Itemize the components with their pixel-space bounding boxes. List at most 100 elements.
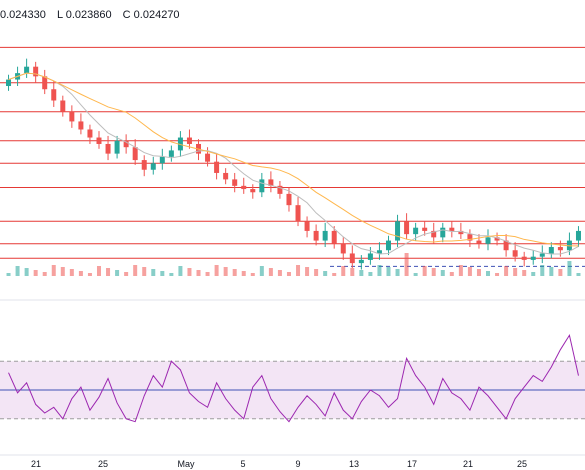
candle-body-38 bbox=[349, 253, 355, 264]
volume-bar-10 bbox=[96, 266, 101, 276]
volume-bar-17 bbox=[160, 271, 165, 276]
volume-bar-38 bbox=[350, 268, 355, 276]
time-axis: 21 25 May 5 9 13 17 21 25 bbox=[31, 459, 527, 469]
candle-body-37 bbox=[340, 243, 346, 254]
volume-bar-18 bbox=[169, 273, 174, 276]
volume-bar-62 bbox=[567, 261, 572, 276]
volume-bar-20 bbox=[187, 268, 192, 276]
volume-bar-59 bbox=[540, 265, 545, 276]
volume-bar-27 bbox=[250, 273, 255, 276]
candle-body-5 bbox=[51, 89, 57, 101]
volume-bar-16 bbox=[151, 269, 156, 276]
volume-bar-2 bbox=[24, 268, 29, 276]
candle-body-54 bbox=[494, 237, 500, 241]
candle-body-46 bbox=[422, 227, 428, 231]
volume-bar-45 bbox=[413, 273, 418, 276]
volume-bar-9 bbox=[87, 273, 92, 276]
volume-bar-57 bbox=[522, 270, 527, 276]
volume-bar-3 bbox=[33, 270, 38, 276]
x-tick-4: 9 bbox=[295, 459, 300, 469]
candle-body-57 bbox=[521, 256, 527, 260]
volume-bar-22 bbox=[205, 272, 210, 276]
volume-bar-35 bbox=[323, 271, 328, 276]
candle-body-22 bbox=[205, 153, 211, 162]
volume-bar-19 bbox=[178, 266, 183, 276]
volume-bar-39 bbox=[359, 270, 364, 276]
candle-body-63 bbox=[575, 230, 581, 241]
candle-body-52 bbox=[476, 240, 482, 244]
rsi-line bbox=[8, 333, 579, 423]
candle-body-41 bbox=[376, 250, 382, 254]
volume-bar-25 bbox=[232, 269, 237, 276]
volume-bar-23 bbox=[214, 265, 219, 276]
volume-bar-33 bbox=[305, 267, 310, 276]
candle-body-47 bbox=[431, 230, 437, 238]
candle-body-16 bbox=[150, 163, 156, 170]
volume-bar-58 bbox=[531, 272, 536, 276]
volume-bar-54 bbox=[495, 273, 500, 276]
volume-bar-44 bbox=[404, 253, 409, 276]
candle-body-42 bbox=[385, 240, 391, 251]
candle-body-26 bbox=[241, 185, 247, 190]
candle-body-6 bbox=[60, 100, 66, 112]
volume-bar-24 bbox=[223, 267, 228, 276]
volume-bar-29 bbox=[268, 268, 273, 276]
ohlc-low: L 0.023860 bbox=[56, 9, 112, 21]
candle-body-35 bbox=[322, 230, 328, 241]
volume-bar-12 bbox=[115, 270, 120, 276]
x-tick-5: 13 bbox=[349, 459, 359, 469]
volume-bar-1 bbox=[15, 266, 20, 276]
candle-body-20 bbox=[186, 137, 192, 144]
candle-body-45 bbox=[413, 227, 419, 235]
candle-body-50 bbox=[458, 230, 464, 235]
candle-body-53 bbox=[485, 237, 491, 244]
candle-body-32 bbox=[295, 205, 301, 222]
volume-bar-28 bbox=[259, 266, 264, 276]
volume-bar-41 bbox=[377, 265, 382, 276]
candle-body-56 bbox=[512, 250, 518, 257]
candle-body-11 bbox=[105, 143, 111, 154]
x-tick-2: May bbox=[177, 459, 195, 469]
volume-bar-56 bbox=[513, 268, 518, 276]
volume-bar-11 bbox=[106, 268, 111, 276]
volume-bar-46 bbox=[422, 266, 427, 276]
volume-bar-60 bbox=[549, 267, 554, 276]
volume-bar-47 bbox=[431, 268, 436, 276]
candle-body-19 bbox=[177, 137, 183, 151]
candle-body-18 bbox=[168, 150, 174, 157]
volume-bar-53 bbox=[486, 271, 491, 276]
volume-bar-31 bbox=[286, 272, 291, 276]
ma-fast-line bbox=[8, 72, 579, 255]
volume-bar-49 bbox=[449, 272, 454, 276]
candle-body-24 bbox=[223, 172, 229, 180]
candle-body-8 bbox=[78, 121, 84, 130]
candle-body-9 bbox=[87, 129, 93, 138]
candle-body-17 bbox=[159, 156, 165, 164]
volume-bar-15 bbox=[142, 267, 147, 276]
candle-body-2 bbox=[24, 66, 30, 74]
price-pane bbox=[0, 46, 585, 276]
volume-bar-52 bbox=[476, 269, 481, 276]
candle-body-60 bbox=[548, 247, 554, 254]
volume-bar-34 bbox=[314, 269, 319, 276]
volume-bar-36 bbox=[332, 273, 337, 276]
candle-body-55 bbox=[503, 240, 509, 251]
ohlc-open: 0.024330 bbox=[0, 9, 46, 21]
volume-bar-30 bbox=[277, 270, 282, 276]
x-tick-7: 21 bbox=[463, 459, 473, 469]
volume-bar-32 bbox=[296, 265, 301, 276]
candle-body-29 bbox=[268, 179, 274, 186]
volume-bar-37 bbox=[341, 266, 346, 276]
candle-body-61 bbox=[557, 247, 563, 251]
volume-bar-26 bbox=[241, 271, 246, 276]
volume-bar-42 bbox=[386, 267, 391, 276]
candle-body-58 bbox=[530, 256, 536, 260]
candle-body-49 bbox=[449, 227, 455, 231]
candle-body-40 bbox=[367, 253, 373, 260]
candle-body-27 bbox=[250, 189, 256, 193]
candle-body-23 bbox=[214, 161, 220, 173]
x-tick-3: 5 bbox=[240, 459, 245, 469]
candle-body-4 bbox=[42, 76, 48, 90]
x-tick-0: 21 bbox=[31, 459, 41, 469]
